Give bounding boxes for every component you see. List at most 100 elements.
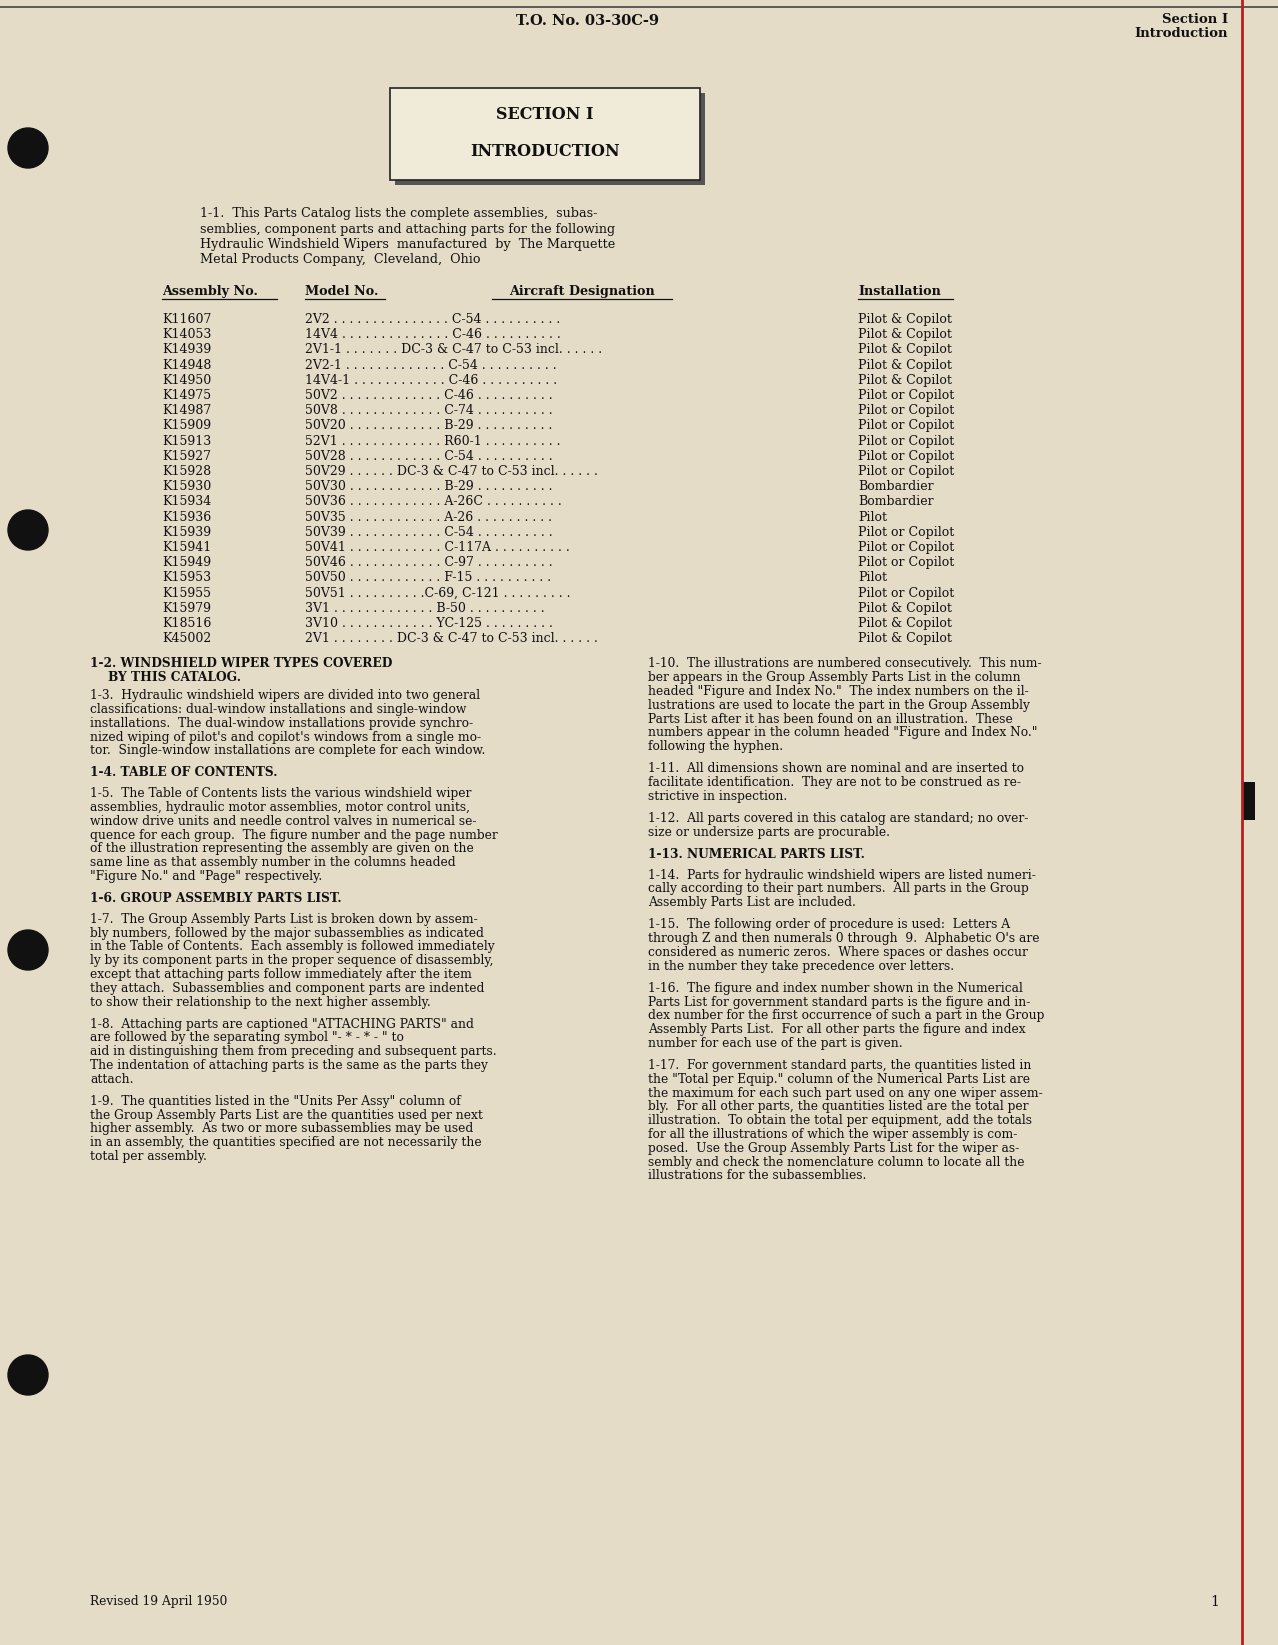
Text: sembly and check the nomenclature column to locate all the: sembly and check the nomenclature column…: [648, 1155, 1025, 1168]
Text: the "Total per Equip." column of the Numerical Parts List are: the "Total per Equip." column of the Num…: [648, 1073, 1030, 1086]
Text: headed "Figure and Index No."  The index numbers on the il-: headed "Figure and Index No." The index …: [648, 684, 1029, 697]
Text: 1-2. WINDSHIELD WIPER TYPES COVERED: 1-2. WINDSHIELD WIPER TYPES COVERED: [89, 658, 392, 671]
Text: 1-17.  For government standard parts, the quantities listed in: 1-17. For government standard parts, the…: [648, 1059, 1031, 1073]
Text: Assembly Parts List.  For all other parts the figure and index: Assembly Parts List. For all other parts…: [648, 1023, 1026, 1036]
Text: 50V28 . . . . . . . . . . . . C-54 . . . . . . . . . .: 50V28 . . . . . . . . . . . . C-54 . . .…: [305, 449, 552, 462]
Text: K15913: K15913: [162, 434, 211, 447]
Text: Pilot or Copilot: Pilot or Copilot: [858, 434, 955, 447]
Text: K15927: K15927: [162, 449, 211, 462]
Text: Bombardier: Bombardier: [858, 480, 934, 494]
Text: illustrations for the subassemblies.: illustrations for the subassemblies.: [648, 1170, 866, 1183]
Text: K15953: K15953: [162, 571, 211, 584]
Text: Parts List for government standard parts is the figure and in-: Parts List for government standard parts…: [648, 995, 1030, 1008]
Text: INTRODUCTION: INTRODUCTION: [470, 143, 620, 160]
Text: ber appears in the Group Assembly Parts List in the column: ber appears in the Group Assembly Parts …: [648, 671, 1021, 684]
Text: the maximum for each such part used on any one wiper assem-: the maximum for each such part used on a…: [648, 1087, 1043, 1099]
Text: attach.: attach.: [89, 1073, 133, 1086]
Text: 52V1 . . . . . . . . . . . . . R60-1 . . . . . . . . . .: 52V1 . . . . . . . . . . . . . R60-1 . .…: [305, 434, 561, 447]
Text: strictive in inspection.: strictive in inspection.: [648, 790, 787, 803]
Text: in an assembly, the quantities specified are not necessarily the: in an assembly, the quantities specified…: [89, 1137, 482, 1150]
Text: bly numbers, followed by the major subassemblies as indicated: bly numbers, followed by the major subas…: [89, 926, 484, 939]
Text: 1-9.  The quantities listed in the "Units Per Assy" column of: 1-9. The quantities listed in the "Units…: [89, 1096, 461, 1107]
Text: K15936: K15936: [162, 510, 211, 523]
Text: Pilot or Copilot: Pilot or Copilot: [858, 405, 955, 418]
Text: The indentation of attaching parts is the same as the parts they: The indentation of attaching parts is th…: [89, 1059, 488, 1073]
Text: 50V35 . . . . . . . . . . . . A-26 . . . . . . . . . .: 50V35 . . . . . . . . . . . . A-26 . . .…: [305, 510, 552, 523]
Text: 50V29 . . . . . . DC-3 & C-47 to C-53 incl. . . . . .: 50V29 . . . . . . DC-3 & C-47 to C-53 in…: [305, 466, 598, 479]
Text: T.O. No. 03-30C-9: T.O. No. 03-30C-9: [516, 15, 659, 28]
Text: 50V51 . . . . . . . . . .C-69, C-121 . . . . . . . . .: 50V51 . . . . . . . . . .C-69, C-121 . .…: [305, 587, 570, 599]
Circle shape: [8, 1355, 49, 1395]
Text: K15955: K15955: [162, 587, 211, 599]
Text: 1-7.  The Group Assembly Parts List is broken down by assem-: 1-7. The Group Assembly Parts List is br…: [89, 913, 478, 926]
Text: K15909: K15909: [162, 419, 211, 433]
Text: quence for each group.  The figure number and the page number: quence for each group. The figure number…: [89, 829, 497, 842]
Text: they attach.  Subassemblies and component parts are indented: they attach. Subassemblies and component…: [89, 982, 484, 995]
Text: K15941: K15941: [162, 541, 211, 554]
Text: considered as numeric zeros.  Where spaces or dashes occur: considered as numeric zeros. Where space…: [648, 946, 1028, 959]
Text: numbers appear in the column headed "Figure and Index No.": numbers appear in the column headed "Fig…: [648, 727, 1038, 739]
Text: window drive units and needle control valves in numerical se-: window drive units and needle control va…: [89, 814, 477, 827]
Text: 1-1.  This Parts Catalog lists the complete assemblies,  subas-: 1-1. This Parts Catalog lists the comple…: [199, 207, 597, 220]
Text: 2V1 . . . . . . . . DC-3 & C-47 to C-53 incl. . . . . .: 2V1 . . . . . . . . DC-3 & C-47 to C-53 …: [305, 632, 598, 645]
Text: Assembly No.: Assembly No.: [162, 285, 258, 298]
Text: Pilot & Copilot: Pilot & Copilot: [858, 373, 952, 387]
Text: installations.  The dual-window installations provide synchro-: installations. The dual-window installat…: [89, 717, 473, 730]
Text: Hydraulic Windshield Wipers  manufactured  by  The Marquette: Hydraulic Windshield Wipers manufactured…: [199, 239, 615, 252]
Text: Pilot & Copilot: Pilot & Copilot: [858, 617, 952, 630]
Text: semblies, component parts and attaching parts for the following: semblies, component parts and attaching …: [199, 222, 615, 235]
Text: Assembly Parts List are included.: Assembly Parts List are included.: [648, 897, 856, 910]
Text: 1-16.  The figure and index number shown in the Numerical: 1-16. The figure and index number shown …: [648, 982, 1022, 995]
Text: Pilot: Pilot: [858, 510, 887, 523]
Text: Model No.: Model No.: [305, 285, 378, 298]
Text: posed.  Use the Group Assembly Parts List for the wiper as-: posed. Use the Group Assembly Parts List…: [648, 1142, 1020, 1155]
Text: 1-8.  Attaching parts are captioned "ATTACHING PARTS" and: 1-8. Attaching parts are captioned "ATTA…: [89, 1018, 474, 1030]
Text: K14987: K14987: [162, 405, 211, 418]
Text: size or undersize parts are procurable.: size or undersize parts are procurable.: [648, 826, 889, 839]
Text: to show their relationship to the next higher assembly.: to show their relationship to the next h…: [89, 995, 431, 1008]
Circle shape: [8, 510, 49, 549]
Text: the Group Assembly Parts List are the quantities used per next: the Group Assembly Parts List are the qu…: [89, 1109, 483, 1122]
Text: Aircraft Designation: Aircraft Designation: [509, 285, 654, 298]
Text: 50V30 . . . . . . . . . . . . B-29 . . . . . . . . . .: 50V30 . . . . . . . . . . . . B-29 . . .…: [305, 480, 552, 494]
Text: 1-11.  All dimensions shown are nominal and are inserted to: 1-11. All dimensions shown are nominal a…: [648, 762, 1024, 775]
Text: Pilot & Copilot: Pilot & Copilot: [858, 313, 952, 326]
Text: K45002: K45002: [162, 632, 211, 645]
Text: ly by its component parts in the proper sequence of disassembly,: ly by its component parts in the proper …: [89, 954, 493, 967]
Text: nized wiping of pilot's and copilot's windows from a single mo-: nized wiping of pilot's and copilot's wi…: [89, 730, 481, 744]
Text: Pilot or Copilot: Pilot or Copilot: [858, 526, 955, 540]
Text: 50V46 . . . . . . . . . . . . C-97 . . . . . . . . . .: 50V46 . . . . . . . . . . . . C-97 . . .…: [305, 556, 552, 569]
Text: K14975: K14975: [162, 388, 211, 401]
Text: K15930: K15930: [162, 480, 211, 494]
Text: SECTION I: SECTION I: [496, 105, 594, 123]
Text: 3V10 . . . . . . . . . . . . YC-125 . . . . . . . . .: 3V10 . . . . . . . . . . . . YC-125 . . …: [305, 617, 553, 630]
Circle shape: [8, 929, 49, 971]
Text: Pilot or Copilot: Pilot or Copilot: [858, 449, 955, 462]
Text: Pilot & Copilot: Pilot & Copilot: [858, 359, 952, 372]
Text: Pilot or Copilot: Pilot or Copilot: [858, 541, 955, 554]
Text: K14939: K14939: [162, 344, 211, 357]
Text: Pilot & Copilot: Pilot & Copilot: [858, 329, 952, 341]
Text: K15979: K15979: [162, 602, 211, 615]
Text: cally according to their part numbers.  All parts in the Group: cally according to their part numbers. A…: [648, 882, 1029, 895]
Text: 2V1-1 . . . . . . . DC-3 & C-47 to C-53 incl. . . . . .: 2V1-1 . . . . . . . DC-3 & C-47 to C-53 …: [305, 344, 602, 357]
Text: Parts List after it has been found on an illustration.  These: Parts List after it has been found on an…: [648, 712, 1012, 725]
Text: 1-15.  The following order of procedure is used:  Letters A: 1-15. The following order of procedure i…: [648, 918, 1010, 931]
Text: K15934: K15934: [162, 495, 211, 508]
Text: lustrations are used to locate the part in the Group Assembly: lustrations are used to locate the part …: [648, 699, 1030, 712]
Text: 3V1 . . . . . . . . . . . . . B-50 . . . . . . . . . .: 3V1 . . . . . . . . . . . . . B-50 . . .…: [305, 602, 544, 615]
Text: higher assembly.  As two or more subassemblies may be used: higher assembly. As two or more subassem…: [89, 1122, 473, 1135]
Text: dex number for the first occurrence of such a part in the Group: dex number for the first occurrence of s…: [648, 1010, 1044, 1022]
Text: total per assembly.: total per assembly.: [89, 1150, 207, 1163]
Text: Pilot or Copilot: Pilot or Copilot: [858, 466, 955, 479]
Text: except that attaching parts follow immediately after the item: except that attaching parts follow immed…: [89, 967, 472, 980]
Text: Pilot or Copilot: Pilot or Copilot: [858, 556, 955, 569]
Text: 1: 1: [1210, 1596, 1219, 1609]
Text: Pilot & Copilot: Pilot & Copilot: [858, 632, 952, 645]
Text: Bombardier: Bombardier: [858, 495, 934, 508]
Text: aid in distinguishing them from preceding and subsequent parts.: aid in distinguishing them from precedin…: [89, 1045, 497, 1058]
Text: 50V8 . . . . . . . . . . . . . C-74 . . . . . . . . . .: 50V8 . . . . . . . . . . . . . C-74 . . …: [305, 405, 552, 418]
Bar: [395, 94, 705, 184]
Text: BY THIS CATALOG.: BY THIS CATALOG.: [109, 671, 242, 684]
Text: K14950: K14950: [162, 373, 211, 387]
